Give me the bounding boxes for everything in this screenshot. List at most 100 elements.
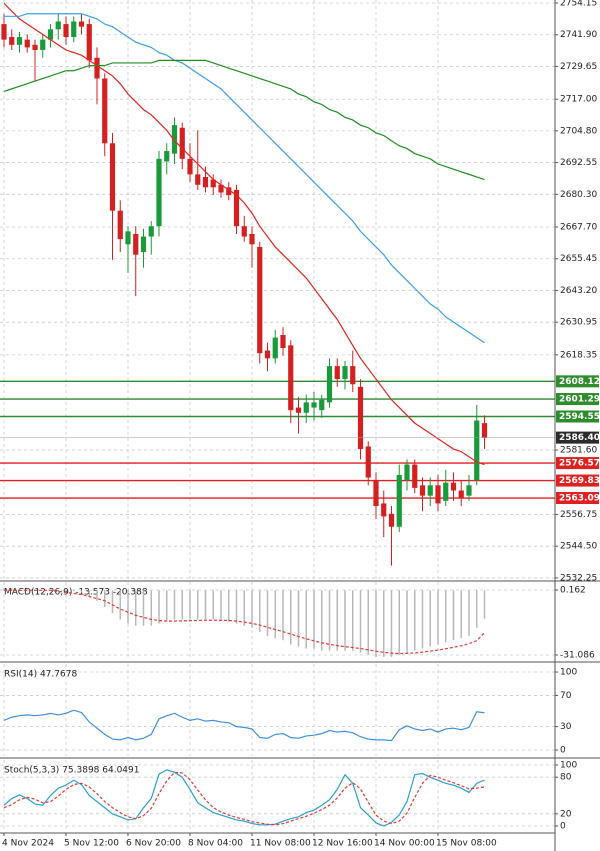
y-tick-label: 0 xyxy=(560,745,566,755)
x-tick-label: 15 Nov 08:00 xyxy=(436,839,497,849)
histogram-bar xyxy=(406,590,408,653)
candle-body xyxy=(32,44,38,51)
histogram-bar xyxy=(328,590,331,651)
y-tick-label: 100 xyxy=(560,761,577,771)
level-label: 2608.12 xyxy=(559,377,600,387)
candle-body xyxy=(9,37,15,45)
level-label: 2601.29 xyxy=(559,395,600,405)
histogram-bar xyxy=(173,590,176,620)
candle-body xyxy=(458,490,464,499)
histogram-bar xyxy=(321,590,323,651)
y-tick-label: 2729.65 xyxy=(560,62,597,72)
candle-body xyxy=(474,420,480,481)
candle-body xyxy=(326,366,333,403)
histogram-bar xyxy=(398,590,400,655)
candle-body xyxy=(334,366,340,380)
histogram-bar xyxy=(305,590,307,649)
candle-body xyxy=(350,366,356,385)
histogram-bar xyxy=(483,590,486,619)
histogram-bar xyxy=(212,590,214,620)
histogram-bar xyxy=(189,590,191,620)
candle-body xyxy=(412,464,418,488)
indicator-line xyxy=(3,771,485,826)
candle-body xyxy=(264,350,271,359)
last-price-box xyxy=(556,431,599,444)
histogram-bar xyxy=(390,590,393,657)
histogram-bar xyxy=(452,590,455,641)
y-tick-label: 0.162 xyxy=(560,585,586,595)
y-tick-label: 2680.30 xyxy=(560,190,597,200)
candle-body xyxy=(342,366,348,380)
histogram-bar xyxy=(344,590,346,651)
last-price-label: 2586.40 xyxy=(559,433,600,443)
histogram-bar xyxy=(150,590,152,626)
candle-body xyxy=(125,231,131,245)
candle-body xyxy=(233,189,240,227)
histogram-bar xyxy=(96,590,98,601)
level-label-box xyxy=(556,393,599,406)
candle-body xyxy=(1,24,7,40)
candle-body xyxy=(164,151,170,162)
candle-body xyxy=(78,21,85,27)
histogram-bar xyxy=(375,590,377,657)
histogram-bar xyxy=(197,590,199,620)
x-tick-label: 11 Nov 08:00 xyxy=(250,839,311,849)
panel-title: Stoch(5,3,3) 75.3898 64.0491 xyxy=(4,766,139,776)
candle-body xyxy=(404,464,410,481)
candle-body xyxy=(419,485,426,496)
candle-body xyxy=(288,345,294,411)
candle-body xyxy=(241,226,247,237)
x-tick-label: 8 Nov 04:00 xyxy=(188,839,243,849)
candle-body xyxy=(319,399,325,411)
histogram-bar xyxy=(297,590,300,647)
y-tick-label: 100 xyxy=(560,668,577,678)
histogram-bar xyxy=(119,590,121,620)
histogram-bar xyxy=(274,590,276,639)
candle-body xyxy=(179,127,185,159)
candle-body xyxy=(133,233,139,255)
histogram-bar xyxy=(57,590,59,591)
candle-body xyxy=(218,184,224,193)
y-tick-label: 2655.45 xyxy=(560,254,597,264)
histogram-bar xyxy=(135,590,137,626)
candle-body xyxy=(187,158,193,175)
candle-body xyxy=(156,158,162,227)
histogram-bar xyxy=(445,590,447,643)
candle-body xyxy=(226,187,232,196)
x-tick-label: 12 Nov 16:00 xyxy=(312,839,373,849)
indicator-line xyxy=(3,59,485,181)
indicator-line xyxy=(4,589,485,655)
y-tick-label: 2544.50 xyxy=(560,542,597,552)
panel-title: MACD(12,26,9) -13.573 -20.388 xyxy=(4,588,148,598)
candle-body xyxy=(117,210,123,240)
candle-body xyxy=(210,179,216,188)
histogram-bar xyxy=(460,590,462,639)
histogram-bar xyxy=(359,590,362,653)
histogram-bar xyxy=(204,590,207,620)
histogram-bar xyxy=(73,590,75,592)
level-label: 2563.09 xyxy=(559,494,600,504)
candle-body xyxy=(396,474,402,527)
y-tick-label: -31.086 xyxy=(560,650,595,660)
indicator-line xyxy=(3,709,485,742)
y-tick-label: 0 xyxy=(560,822,566,832)
x-tick-label: 6 Nov 20:00 xyxy=(126,839,181,849)
candle-body xyxy=(388,513,395,527)
candle-body xyxy=(435,485,441,504)
candle-body xyxy=(195,174,201,185)
histogram-bar xyxy=(313,590,315,649)
level-label-box xyxy=(556,375,599,388)
histogram-bar xyxy=(166,590,168,622)
candle-body xyxy=(249,233,255,245)
histogram-bar xyxy=(468,590,470,637)
histogram-bar xyxy=(243,590,245,626)
candle-body xyxy=(311,402,317,408)
histogram-bar xyxy=(220,590,222,620)
level-label-box xyxy=(556,410,599,423)
candle-body xyxy=(466,485,472,496)
candle-body xyxy=(171,125,178,154)
candle-body xyxy=(40,39,46,51)
level-label: 2576.57 xyxy=(559,459,600,469)
candle-body xyxy=(109,143,116,211)
